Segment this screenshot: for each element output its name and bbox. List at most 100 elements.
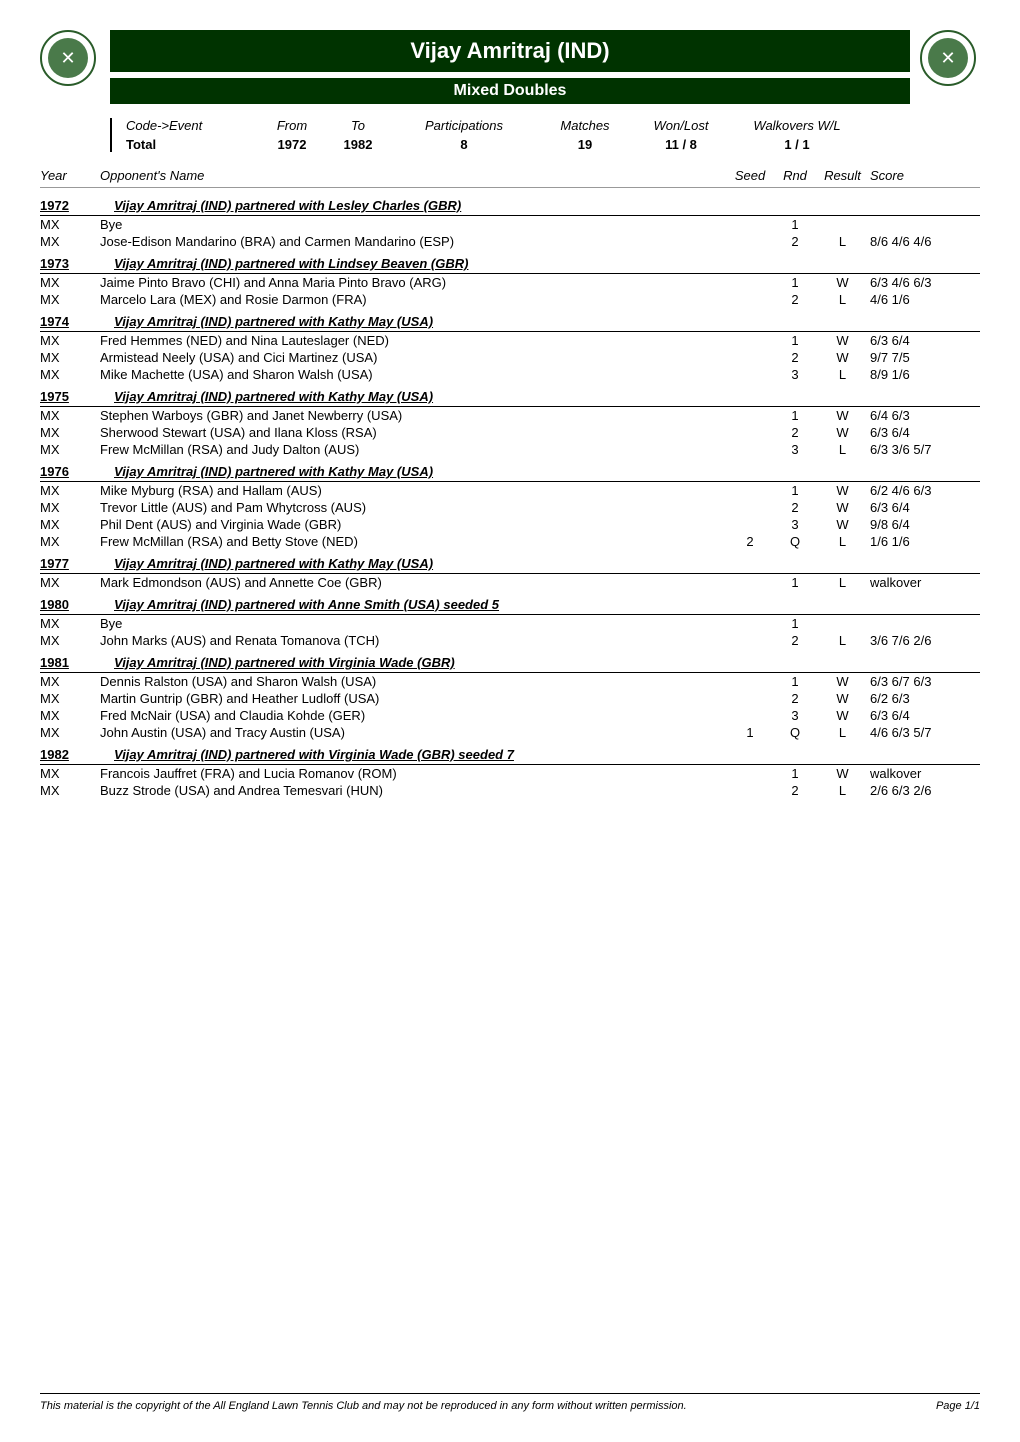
summary-from: From 1972 xyxy=(262,118,322,152)
match-row: MXPhil Dent (AUS) and Virginia Wade (GBR… xyxy=(40,516,980,533)
match-round: 3 xyxy=(775,442,815,457)
match-event: MX xyxy=(40,217,100,232)
summary-label-from: From xyxy=(262,118,322,133)
match-result xyxy=(815,616,870,631)
match-row: MXArmistead Neely (USA) and Cici Martine… xyxy=(40,349,980,366)
summary-code-event: Code->Event Total xyxy=(126,118,256,152)
year-heading: 1982Vijay Amritraj (IND) partnered with … xyxy=(40,741,980,765)
summary-label-matches: Matches xyxy=(540,118,630,133)
match-opponent: Jaime Pinto Bravo (CHI) and Anna Maria P… xyxy=(100,275,725,290)
match-score: walkover xyxy=(870,766,980,781)
match-opponent: Marcelo Lara (MEX) and Rosie Darmon (FRA… xyxy=(100,292,725,307)
match-round: 1 xyxy=(775,766,815,781)
match-row: MXJaime Pinto Bravo (CHI) and Anna Maria… xyxy=(40,274,980,291)
partner-line: Vijay Amritraj (IND) partnered with Virg… xyxy=(114,655,455,670)
match-result: L xyxy=(815,783,870,798)
year-heading: 1974Vijay Amritraj (IND) partnered with … xyxy=(40,308,980,332)
player-title: Vijay Amritraj (IND) xyxy=(410,38,609,64)
event-subtitle: Mixed Doubles xyxy=(110,78,910,104)
footer: This material is the copyright of the Al… xyxy=(40,1393,980,1412)
match-result: L xyxy=(815,534,870,549)
summary-value-wl: 11 / 8 xyxy=(636,137,726,152)
match-event: MX xyxy=(40,292,100,307)
summary-participations: Participations 8 xyxy=(394,118,534,152)
match-opponent: Trevor Little (AUS) and Pam Whytcross (A… xyxy=(100,500,725,515)
rackets-icon: ✕ xyxy=(928,38,968,78)
wimbledon-logo-right: ✕ xyxy=(920,30,980,90)
match-score: 6/3 6/4 xyxy=(870,500,980,515)
match-event: MX xyxy=(40,616,100,631)
match-event: MX xyxy=(40,234,100,249)
header-wrap: ✕ ✕ Vijay Amritraj (IND) Mixed Doubles xyxy=(110,30,910,104)
match-row: MXMike Myburg (RSA) and Hallam (AUS)1W6/… xyxy=(40,482,980,499)
match-result: W xyxy=(815,691,870,706)
year-value: 1974 xyxy=(40,314,100,329)
match-seed xyxy=(725,691,775,706)
partner-line: Vijay Amritraj (IND) partnered with Kath… xyxy=(114,389,433,404)
match-row: MXBye1 xyxy=(40,216,980,233)
summary-matches: Matches 19 xyxy=(540,118,630,152)
match-event: MX xyxy=(40,425,100,440)
logo-circle-icon: ✕ xyxy=(920,30,976,86)
col-year: Year xyxy=(40,168,100,183)
match-opponent: Fred Hemmes (NED) and Nina Lauteslager (… xyxy=(100,333,725,348)
match-round: 1 xyxy=(775,575,815,590)
match-opponent: Sherwood Stewart (USA) and Ilana Kloss (… xyxy=(100,425,725,440)
match-score: 1/6 1/6 xyxy=(870,534,980,549)
match-row: MXMike Machette (USA) and Sharon Walsh (… xyxy=(40,366,980,383)
match-row: MXBye1 xyxy=(40,615,980,632)
match-row: MXFred McNair (USA) and Claudia Kohde (G… xyxy=(40,707,980,724)
match-row: MXJose-Edison Mandarino (BRA) and Carmen… xyxy=(40,233,980,250)
match-event: MX xyxy=(40,708,100,723)
match-round: 1 xyxy=(775,616,815,631)
col-opponent: Opponent's Name xyxy=(100,168,725,183)
match-score: 6/3 6/4 xyxy=(870,425,980,440)
match-result: W xyxy=(815,483,870,498)
match-event: MX xyxy=(40,350,100,365)
match-round: 3 xyxy=(775,517,815,532)
match-row: MXJohn Marks (AUS) and Renata Tomanova (… xyxy=(40,632,980,649)
match-score xyxy=(870,217,980,232)
match-row: MXBuzz Strode (USA) and Andrea Temesvari… xyxy=(40,782,980,799)
match-round: 1 xyxy=(775,275,815,290)
match-result: W xyxy=(815,674,870,689)
match-opponent: Mike Myburg (RSA) and Hallam (AUS) xyxy=(100,483,725,498)
match-result: W xyxy=(815,517,870,532)
col-seed: Seed xyxy=(725,168,775,183)
match-seed xyxy=(725,217,775,232)
match-opponent: Mike Machette (USA) and Sharon Walsh (US… xyxy=(100,367,725,382)
year-heading: 1973Vijay Amritraj (IND) partnered with … xyxy=(40,250,980,274)
match-score: 4/6 6/3 5/7 xyxy=(870,725,980,740)
match-round: 3 xyxy=(775,367,815,382)
match-score: 9/7 7/5 xyxy=(870,350,980,365)
col-rnd: Rnd xyxy=(775,168,815,183)
match-result: L xyxy=(815,442,870,457)
match-round: 2 xyxy=(775,350,815,365)
match-result: L xyxy=(815,367,870,382)
partner-line: Vijay Amritraj (IND) partnered with Kath… xyxy=(114,556,433,571)
match-result: L xyxy=(815,292,870,307)
match-result xyxy=(815,217,870,232)
match-result: L xyxy=(815,725,870,740)
match-event: MX xyxy=(40,442,100,457)
match-score: 2/6 6/3 2/6 xyxy=(870,783,980,798)
summary-value-from: 1972 xyxy=(262,137,322,152)
match-event: MX xyxy=(40,408,100,423)
match-row: MXJohn Austin (USA) and Tracy Austin (US… xyxy=(40,724,980,741)
partner-line: Vijay Amritraj (IND) partnered with Virg… xyxy=(114,747,514,762)
match-round: 2 xyxy=(775,500,815,515)
match-score: 6/3 6/4 xyxy=(870,708,980,723)
match-round: 2 xyxy=(775,234,815,249)
year-value: 1973 xyxy=(40,256,100,271)
match-row: MXDennis Ralston (USA) and Sharon Walsh … xyxy=(40,673,980,690)
summary-value-walk: 1 / 1 xyxy=(732,137,862,152)
match-seed xyxy=(725,234,775,249)
match-score: 9/8 6/4 xyxy=(870,517,980,532)
header-band: Vijay Amritraj (IND) xyxy=(110,30,910,72)
match-event: MX xyxy=(40,517,100,532)
match-event: MX xyxy=(40,783,100,798)
year-value: 1977 xyxy=(40,556,100,571)
match-seed xyxy=(725,633,775,648)
year-value: 1980 xyxy=(40,597,100,612)
match-seed xyxy=(725,292,775,307)
